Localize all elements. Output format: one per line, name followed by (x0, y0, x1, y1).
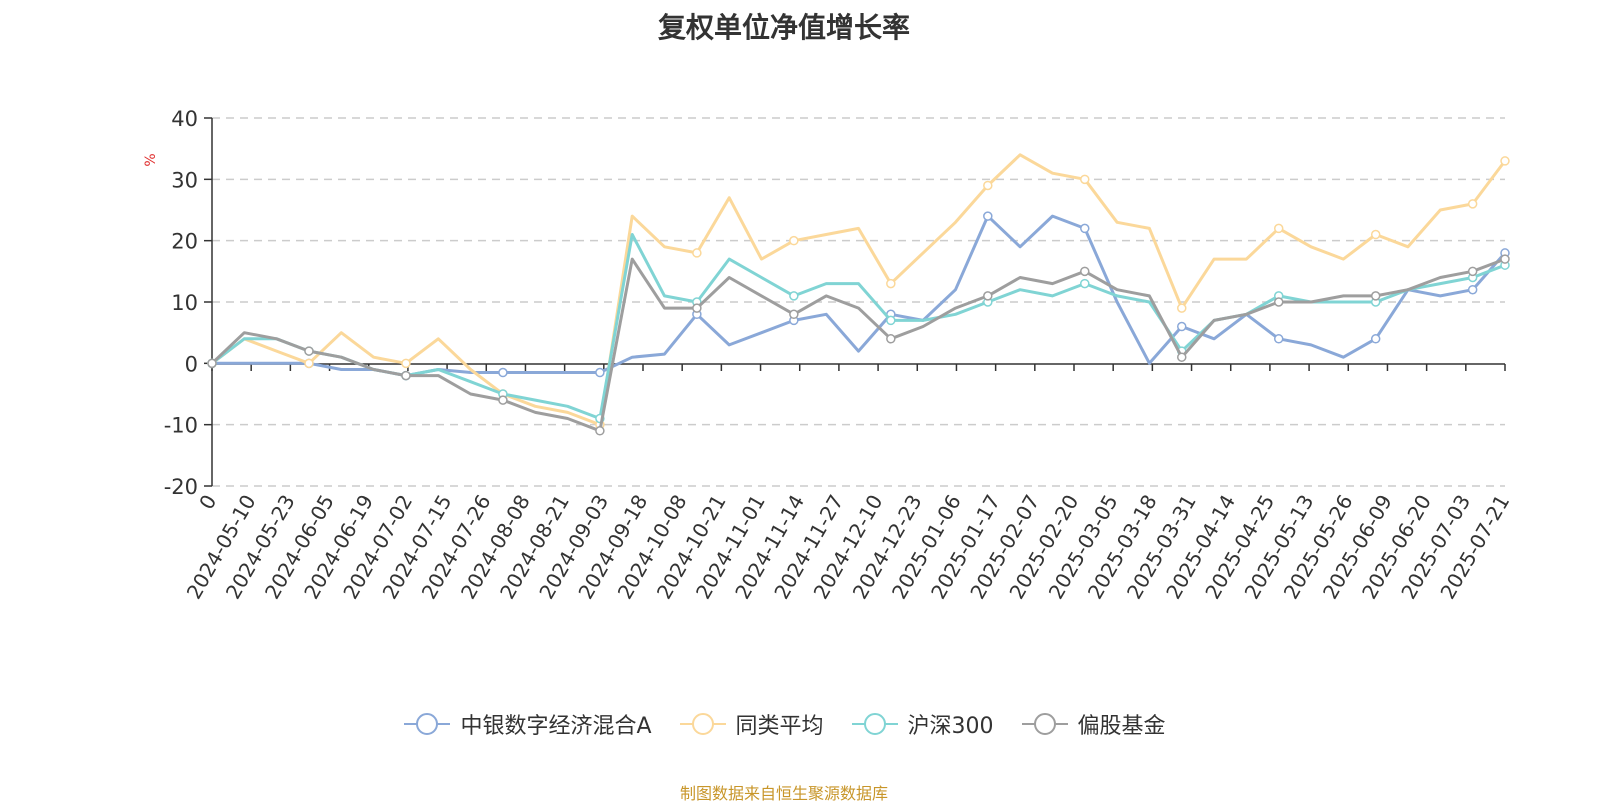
series-point (207, 358, 217, 369)
series-point (886, 315, 896, 326)
series-point (1273, 223, 1284, 234)
series-lines (207, 153, 1510, 436)
series-point (304, 346, 314, 356)
series-point (1467, 266, 1478, 277)
series-point (1500, 254, 1510, 264)
series-point (1500, 156, 1510, 166)
series-point (983, 180, 993, 191)
legend-item[interactable]: 沪深300 (850, 708, 994, 740)
legend-label: 沪深300 (907, 714, 994, 739)
series-point (1177, 321, 1187, 332)
series-point (498, 367, 508, 378)
series-point (983, 211, 993, 221)
legend-marker-icon (679, 713, 726, 735)
series-line-3 (210, 257, 1507, 433)
series-point (1370, 291, 1381, 301)
series-point (595, 426, 605, 436)
y-tick-label: 0 (185, 352, 198, 376)
legend: 中银数字经济混合A 同类平均 沪深300 偏股基金 (0, 708, 1568, 740)
gridlines (212, 117, 1505, 487)
series-point (498, 395, 508, 405)
y-tick-label: 10 (171, 291, 198, 315)
series-point (1273, 334, 1284, 344)
legend-item[interactable]: 偏股基金 (1020, 708, 1166, 740)
series-point (789, 309, 799, 320)
series-point (1080, 278, 1090, 289)
series-point (1273, 297, 1284, 307)
legend-label: 同类平均 (735, 714, 824, 739)
series-point (401, 358, 411, 369)
source-note: 制图数据来自恒生聚源数据库 (679, 784, 888, 803)
y-tick-label: 40 (171, 107, 198, 131)
series-point (1370, 334, 1381, 344)
y-tick-label: -10 (164, 414, 198, 438)
axes: -20-1001020304002024-05-102024-05-232024… (164, 107, 1515, 603)
legend-marker-icon (851, 713, 898, 735)
legend-marker-icon (1021, 713, 1068, 735)
series-point (886, 334, 896, 344)
y-tick-label: 30 (171, 168, 198, 192)
series-point (1080, 266, 1090, 277)
y-tick-label: 20 (171, 230, 198, 254)
series-point (304, 358, 314, 369)
series-point (1177, 352, 1187, 362)
series-point (595, 367, 605, 378)
y-axis-unit-label: % (143, 153, 159, 166)
series-point (1177, 303, 1187, 313)
series-point (1370, 229, 1381, 240)
chart-title: 复权单位净值增长率 (657, 11, 910, 44)
series-point (692, 303, 702, 313)
x-tick-label: 0 (194, 491, 221, 514)
legend-item[interactable]: 同类平均 (678, 708, 824, 740)
legend-label: 中银数字经济混合A (460, 714, 652, 739)
series-point (401, 370, 411, 381)
series-point (983, 291, 993, 301)
legend-item[interactable]: 中银数字经济混合A (402, 708, 652, 740)
legend-marker-icon (404, 713, 451, 735)
series-line-1 (210, 153, 1507, 427)
series-point (1080, 174, 1090, 185)
series-point (789, 291, 799, 301)
series-point (886, 278, 896, 289)
legend-label: 偏股基金 (1077, 714, 1166, 739)
series-point (1467, 199, 1478, 209)
series-line-2 (210, 233, 1507, 420)
series-point (1467, 284, 1478, 295)
series-point (692, 248, 702, 258)
series-point (1080, 223, 1090, 234)
series-point (789, 235, 799, 246)
y-tick-label: -20 (164, 475, 198, 499)
